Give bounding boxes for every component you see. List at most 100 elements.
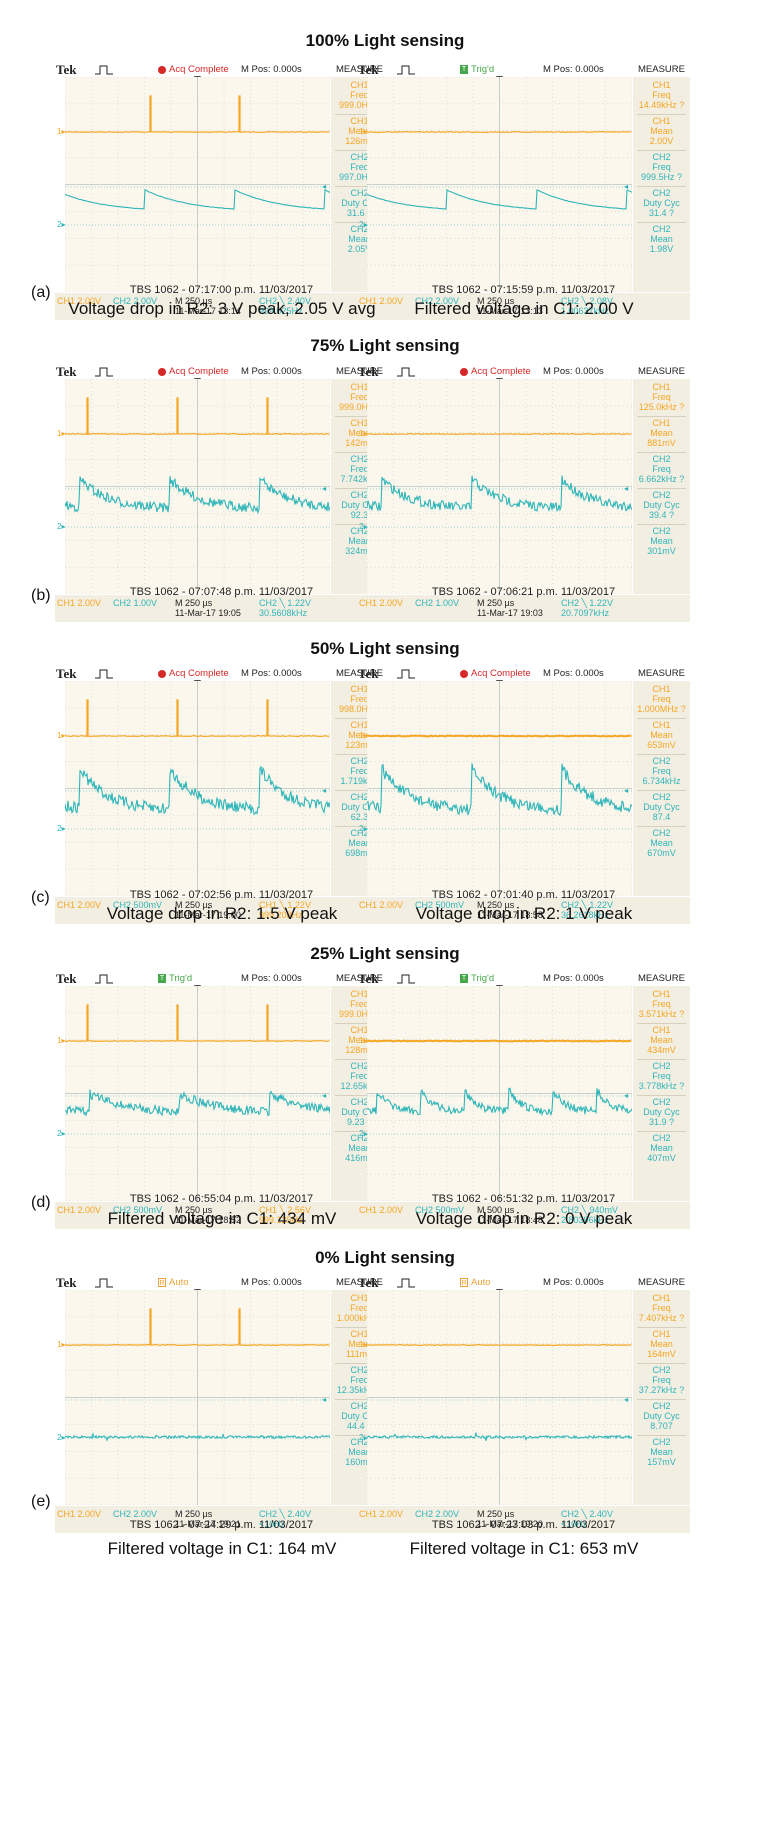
- measurement-source: CH1: [350, 1025, 369, 1035]
- measure-divider: [637, 1435, 686, 1436]
- measure-panel: CH1 Freq 3.571kHz ? CH1 Mean 434mV CH2 Freq 3.77…: [633, 986, 690, 1201]
- screenshot-timestamp: TBS 1062 - 07:15:59 p.m. 11/03/2017: [431, 284, 616, 296]
- pulse-trigger-icon: [397, 65, 415, 80]
- measurement-source: CH2: [652, 1401, 671, 1411]
- measurement-source: CH2: [652, 152, 671, 162]
- ch1-trace: [367, 1343, 632, 1347]
- measurement-value: 14.49kHz ?: [638, 100, 685, 110]
- waveform-display: [65, 379, 330, 594]
- measurement-source: CH2: [350, 1097, 369, 1107]
- waveform-plot: [65, 986, 330, 1201]
- trigger-frequency: 30.5608kHz: [259, 608, 308, 618]
- tek-logo: Tek: [358, 1275, 379, 1290]
- measurement-source: CH2: [350, 792, 369, 802]
- waveform-display: [65, 1290, 330, 1505]
- measurement-item: CH2 Duty Cyc 92.3: [331, 490, 388, 520]
- tek-logo: Tek: [358, 666, 379, 681]
- horizontal-position: M Pos: 0.000s: [241, 668, 302, 679]
- measurement-source: CH2: [350, 1437, 369, 1447]
- measurement-value: 998.0Hz ?: [338, 704, 381, 714]
- measurement-item: CH2 Mean 407mV: [633, 1133, 690, 1163]
- measurement-source: CH1: [350, 116, 369, 126]
- acquisition-date: 11-Mar-17 18:52: [175, 1215, 241, 1225]
- ch1-trace: [65, 1308, 330, 1347]
- screenshot-timestamp: TBS 1062 - 07:24:29 p.m. 11/03/2017: [129, 1519, 314, 1531]
- measurement-source: CH1: [652, 1329, 671, 1339]
- measurement-type: Freq: [350, 1375, 369, 1385]
- section-title: 0% Light sensing: [315, 1248, 455, 1267]
- measurement-type: Freq: [652, 1071, 671, 1081]
- measurement-item: CH2 Mean 160mV: [331, 1437, 388, 1467]
- ch2-scale: CH2 500mV: [415, 900, 465, 910]
- auto-status-icon: R: [158, 1278, 166, 1287]
- measurement-item: CH1 Mean 126mV: [331, 116, 388, 146]
- waveform-plot: [65, 681, 330, 896]
- measurement-type: Duty Cyc: [341, 500, 378, 510]
- measurement-source: CH1: [350, 382, 369, 392]
- scope-footer: CH1 2.00V CH2 1.00V M 250 µs 11-Mar-17 19:0…: [357, 595, 690, 622]
- measurement-type: Freq: [652, 999, 671, 1009]
- measurement-item: CH1 Freq 14.49kHz ?: [633, 80, 690, 110]
- trigger-setting: CH2 ╲ 940mV: [561, 1205, 618, 1215]
- measurement-source: CH2: [652, 188, 671, 198]
- acquisition-date: 11-Mar-17 13:13: [477, 306, 543, 316]
- waveform-plot: [65, 1290, 330, 1505]
- measurement-type: Freq: [652, 162, 671, 172]
- measurement-item: CH2 Mean 670mV: [633, 828, 690, 858]
- pulse-trigger-icon: [95, 367, 113, 382]
- measurement-item: CH1 Mean 2.00V: [633, 116, 690, 146]
- measure-divider: [335, 1363, 384, 1364]
- measurement-item: CH2 Duty Cyc 31.4 ?: [633, 188, 690, 218]
- waveform-plot: [367, 1290, 632, 1505]
- acquisition-date: 11-Mar-17 18:58: [477, 910, 543, 920]
- trigd-status-icon: T: [158, 974, 166, 983]
- ch1-trace: [367, 432, 632, 436]
- measurement-type: Mean: [348, 428, 371, 438]
- acquisition-date: 11-Mar-17 18:48: [477, 1215, 543, 1225]
- measurement-value: 12.65kHz: [340, 1081, 379, 1091]
- measurement-source: CH1: [350, 80, 369, 90]
- measure-divider: [637, 718, 686, 719]
- measurement-value: 301mV: [647, 546, 676, 556]
- ch2-ground-marker: 2▸: [359, 522, 368, 531]
- measure-title: MEASURE: [638, 64, 685, 75]
- scope-footer: CH1 2.00V CH2 500mV M 250 µs 11-Mar-17 18:5…: [55, 1202, 388, 1229]
- ch1-scale: CH1 2.00V: [57, 1205, 102, 1215]
- waveform-plot: [367, 681, 632, 896]
- measurement-value: 31.9 ?: [648, 1117, 675, 1127]
- measurement-type: Mean: [650, 838, 673, 848]
- measurement-source: CH2: [350, 1401, 369, 1411]
- trigger-frequency: 36.2618kHz: [561, 910, 610, 920]
- acquisition-status: Auto: [471, 1277, 491, 1288]
- trigger-level-icon: ◂: [322, 1395, 327, 1404]
- measurement-type: Mean: [650, 1447, 673, 1457]
- horizontal-position: M Pos: 0.000s: [543, 366, 604, 377]
- measurement-type: Mean: [348, 1143, 371, 1153]
- trigger-setting: CH2 ╲ 2.40V: [561, 1509, 613, 1519]
- trigger-frequency: <10Hz: [561, 1519, 588, 1529]
- measure-title: MEASURE: [638, 366, 685, 377]
- timebase: M 250 µs: [175, 900, 213, 910]
- measurement-type: Mean: [650, 234, 673, 244]
- measurement-item: CH1 Mean 128mV: [331, 1025, 388, 1055]
- timebase: M 250 µs: [175, 1205, 213, 1215]
- measurement-value: 37.27kHz ?: [638, 1385, 685, 1395]
- ch1-ground-marker: 1▸: [57, 731, 66, 740]
- measure-divider: [637, 1059, 686, 1060]
- measure-title: MEASURE: [336, 1277, 383, 1288]
- measurement-source: CH2: [350, 526, 369, 536]
- measurement-source: CH1: [350, 989, 369, 999]
- measurement-source: CH1: [350, 720, 369, 730]
- measurement-type: Freq: [350, 1303, 369, 1313]
- waveform-display: [367, 1290, 632, 1505]
- measurement-value: 324mV: [345, 546, 374, 556]
- measurement-type: Freq: [350, 162, 369, 172]
- measurement-value: 31.6 ?: [346, 208, 373, 218]
- horizontal-position: M Pos: 0.000s: [241, 973, 302, 984]
- horizontal-position: M Pos: 0.000s: [543, 668, 604, 679]
- measurement-value: 1.719kHz: [340, 776, 379, 786]
- acquisition-date: 11-Mar-17 13:14: [175, 306, 241, 316]
- measurement-item: CH2 Freq 37.27kHz ?: [633, 1365, 690, 1395]
